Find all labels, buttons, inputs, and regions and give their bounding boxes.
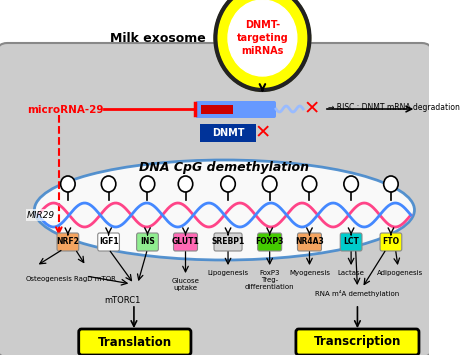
FancyBboxPatch shape	[57, 233, 79, 251]
FancyBboxPatch shape	[200, 124, 256, 142]
Circle shape	[263, 176, 277, 192]
FancyBboxPatch shape	[79, 329, 191, 355]
FancyBboxPatch shape	[0, 43, 433, 355]
Text: → RISC : DNMT mRNA degradation: → RISC : DNMT mRNA degradation	[328, 103, 459, 111]
Text: Adipogenesis: Adipogenesis	[377, 270, 423, 276]
Text: Lipogenesis: Lipogenesis	[208, 270, 248, 276]
FancyBboxPatch shape	[201, 105, 233, 114]
Text: Lactase: Lactase	[337, 270, 365, 276]
Text: INS: INS	[140, 237, 155, 246]
FancyBboxPatch shape	[298, 233, 321, 251]
FancyBboxPatch shape	[98, 233, 119, 251]
Text: microRNA-29: microRNA-29	[27, 105, 104, 115]
FancyBboxPatch shape	[137, 233, 158, 251]
Text: RagD mTOR: RagD mTOR	[74, 276, 116, 282]
Text: GLUT1: GLUT1	[172, 237, 200, 246]
Circle shape	[228, 0, 297, 76]
Text: LCT: LCT	[343, 237, 359, 246]
Text: NRF2: NRF2	[56, 237, 79, 246]
FancyBboxPatch shape	[214, 233, 242, 251]
Text: RNA m⁴A demethylation: RNA m⁴A demethylation	[315, 290, 400, 297]
Text: NR4A3: NR4A3	[295, 237, 324, 246]
Text: ✕: ✕	[304, 99, 320, 119]
Circle shape	[140, 176, 155, 192]
Circle shape	[215, 0, 310, 90]
Text: Milk exosome: Milk exosome	[110, 32, 206, 44]
Ellipse shape	[35, 160, 414, 260]
FancyBboxPatch shape	[340, 233, 362, 251]
Text: SREBP1: SREBP1	[211, 237, 245, 246]
Text: DNMT: DNMT	[212, 128, 244, 138]
Text: Myogenesis: Myogenesis	[289, 270, 330, 276]
Circle shape	[178, 176, 193, 192]
Text: IGF1: IGF1	[99, 237, 118, 246]
Circle shape	[221, 176, 235, 192]
Text: MIR29: MIR29	[27, 211, 55, 219]
FancyBboxPatch shape	[195, 101, 276, 118]
Text: FoxP3
Treg-
differentiation: FoxP3 Treg- differentiation	[245, 270, 294, 290]
Text: Glucose
uptake: Glucose uptake	[172, 278, 200, 291]
Text: ✕: ✕	[254, 124, 271, 142]
Text: Transcription: Transcription	[314, 335, 401, 349]
Circle shape	[61, 176, 75, 192]
Text: FTO: FTO	[383, 237, 400, 246]
Text: FOXP3: FOXP3	[255, 237, 284, 246]
Circle shape	[101, 176, 116, 192]
Text: DNA CpG demethylation: DNA CpG demethylation	[139, 162, 310, 175]
FancyBboxPatch shape	[296, 329, 419, 355]
Circle shape	[383, 176, 398, 192]
FancyBboxPatch shape	[173, 233, 198, 251]
Text: Translation: Translation	[98, 335, 172, 349]
Circle shape	[302, 176, 317, 192]
FancyBboxPatch shape	[380, 233, 402, 251]
Text: mTORC1: mTORC1	[104, 296, 140, 305]
Text: Osteogenesis: Osteogenesis	[25, 276, 72, 282]
Circle shape	[344, 176, 358, 192]
FancyBboxPatch shape	[258, 233, 282, 251]
Text: DNMT-
targeting
miRNAs: DNMT- targeting miRNAs	[237, 20, 288, 56]
